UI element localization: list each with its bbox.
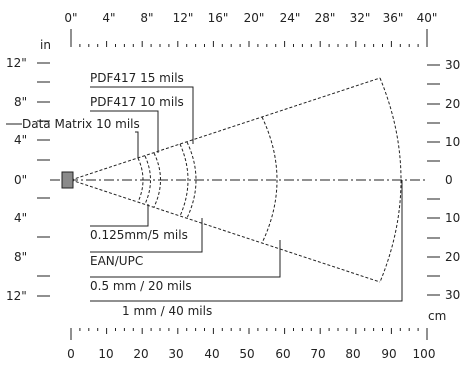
right-axis: 30 20 10 0 10 20 30 — [427, 58, 460, 302]
top-tick-label: 4" — [102, 11, 115, 25]
bottom-tick-label: 80 — [345, 347, 360, 361]
bottom-tick-label: 20 — [133, 347, 148, 361]
right-axis-label: 20 — [445, 97, 460, 111]
range-arc-pdf417-15 — [179, 143, 189, 217]
right-axis-label: 30 — [445, 288, 460, 302]
zone-label-5-mils: 0.125mm/5 mils — [90, 228, 188, 242]
bottom-tick-label: 100 — [413, 347, 436, 361]
top-tick-label: 40" — [417, 11, 438, 25]
range-arc-5-mils — [144, 155, 151, 205]
bottom-ruler-unit: cm — [428, 309, 446, 323]
leader-line-pdf417-10 — [90, 110, 159, 153]
zone-label-40-mils: 1 mm / 40 mils — [122, 304, 212, 318]
leader-line-5-mils — [90, 204, 149, 227]
range-arc-pdf417-10 — [153, 152, 161, 208]
bottom-tick-label: 60 — [275, 347, 290, 361]
bottom-tick-label: 50 — [239, 347, 254, 361]
top-tick-label: 36" — [383, 11, 404, 25]
left-axis-label: 4" — [14, 133, 27, 147]
range-arc-data-matrix — [137, 157, 144, 203]
leader-line-20-mils — [90, 240, 281, 278]
top-tick-label: 0" — [64, 11, 77, 25]
bottom-tick-label: 10 — [98, 347, 113, 361]
leader-line-data-matrix-drop — [135, 131, 139, 158]
bottom-tick-label: 30 — [168, 347, 183, 361]
left-axis-label: 12" — [6, 289, 27, 303]
top-ruler: in 0" 4" 8" 12" 16" 20" 24" 28" 32" 36" … — [40, 11, 437, 52]
zone-label-20-mils: 0.5 mm / 20 mils — [90, 279, 192, 293]
right-axis-label: 20 — [445, 250, 460, 264]
bottom-tick-label: 40 — [204, 347, 219, 361]
bottom-tick-label: 70 — [310, 347, 325, 361]
range-arc-40-mils — [379, 77, 402, 283]
bottom-tick-label: 0 — [67, 347, 75, 361]
cone-lower-edge — [70, 179, 381, 283]
leader-line-ean-upc — [90, 218, 203, 253]
range-arc-ean-upc — [186, 141, 197, 219]
zone-label-pdf417-15: PDF417 15 mils — [90, 71, 184, 85]
scan-field — [70, 77, 402, 283]
leader-line-pdf417-15 — [90, 86, 194, 144]
left-axis-label: 8" — [14, 95, 27, 109]
right-axis-label: 10 — [445, 211, 460, 225]
top-ruler-unit: in — [40, 38, 51, 52]
top-tick-label: 16" — [208, 11, 229, 25]
bottom-ruler-ticks — [79, 328, 419, 334]
top-ruler-ticks — [79, 41, 419, 47]
right-axis-label: 10 — [445, 135, 460, 149]
left-axis-label: 12" — [6, 56, 27, 70]
range-arc-20-mils — [261, 116, 278, 244]
top-tick-label: 8" — [140, 11, 153, 25]
top-tick-label: 32" — [350, 11, 371, 25]
right-axis-label: 0 — [445, 173, 453, 187]
left-axis-label: 4" — [14, 211, 27, 225]
top-tick-label: 12" — [173, 11, 194, 25]
left-axis-label: 0" — [14, 173, 27, 187]
zone-label-data-matrix: Data Matrix 10 mils — [22, 117, 140, 131]
scanner-window-icon — [61, 171, 74, 189]
right-axis-label: 30 — [445, 58, 460, 72]
bottom-ruler: cm 0 10 20 30 40 50 60 70 80 90 100 — [67, 309, 446, 361]
leader-line-40-mils — [90, 180, 403, 302]
left-axis-label: 8" — [14, 250, 27, 264]
zone-label-pdf417-10: PDF417 10 mils — [90, 95, 184, 109]
bottom-tick-label: 90 — [381, 347, 396, 361]
top-tick-label: 28" — [315, 11, 336, 25]
cone-upper-edge — [70, 77, 381, 181]
left-axis: 12" 8" 4" 0" 4" 8" 12" — [6, 56, 50, 303]
top-tick-label: 24" — [280, 11, 301, 25]
top-tick-label: 20" — [244, 11, 265, 25]
zone-label-ean-upc: EAN/UPC — [90, 254, 143, 268]
zone-labels: PDF417 15 mils PDF417 10 mils Data Matri… — [6, 71, 403, 318]
